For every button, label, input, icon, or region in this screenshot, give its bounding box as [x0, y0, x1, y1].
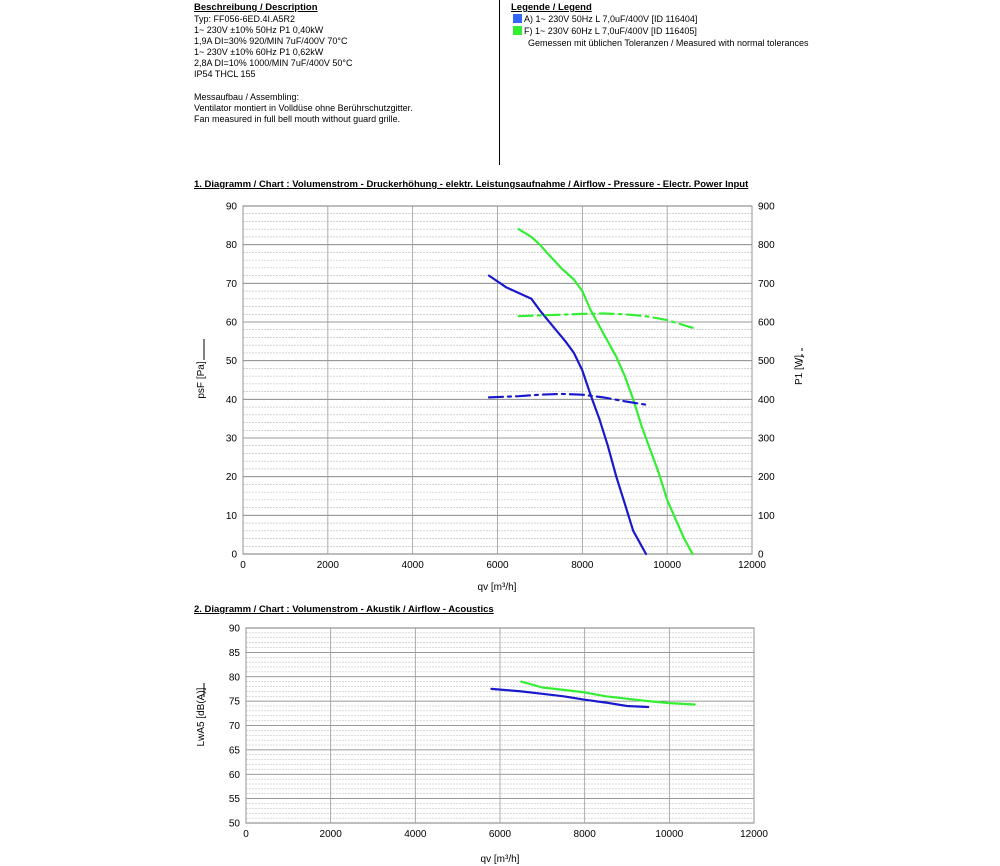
description-line: 1~ 230V ±10% 60Hz P1 0,62kW — [194, 47, 324, 57]
series-line-A-power — [487, 392, 648, 406]
y-tick-label: 60 — [229, 770, 241, 781]
assembly-line: Fan measured in full bell mouth without … — [194, 114, 401, 124]
x-tick-label: 10000 — [653, 560, 681, 571]
description-line: 1~ 230V ±10% 50Hz P1 0,40kW — [194, 25, 324, 35]
chart1-x-axis-label: qv [m³/h] — [478, 582, 517, 593]
y2-tick-label: 300 — [758, 434, 775, 445]
x-tick-label: 12000 — [738, 560, 766, 571]
chart2-grid — [245, 627, 755, 824]
legend-label-f: F) 1~ 230V 60Hz L 7,0uF/400V [ID 116405] — [524, 26, 697, 36]
x-tick-label: 8000 — [571, 560, 594, 571]
legend-swatch-a — [513, 14, 522, 23]
assembly-block: Ventilator montiert in Volldüse ohne Ber… — [194, 103, 413, 125]
description-line: IP54 THCL 155 — [194, 69, 256, 79]
chart1-ticks: 0 2000 4000 6000 8000 10000 120000102030405060… — [226, 202, 775, 572]
x-tick-label: 10000 — [655, 829, 683, 840]
y-tick-label: 50 — [226, 356, 238, 367]
description-line: 2,8A DI=10% 1000/MIN 7uF/400V 50°C — [194, 58, 353, 68]
chart1-y-axis-label: psF [Pa] — [196, 361, 207, 398]
x-tick-label: 4000 — [402, 560, 425, 571]
chart2-title: 2. Diagramm / Chart : Volumenstrom - Aku… — [194, 604, 494, 615]
y-tick-label: 70 — [229, 721, 241, 732]
y-tick-label: 80 — [229, 672, 241, 683]
y2-tick-label: 700 — [758, 279, 775, 290]
y2-tick-label: 600 — [758, 318, 775, 329]
header-divider — [499, 0, 500, 165]
x-tick-label: 12000 — [740, 829, 768, 840]
y-tick-label: 85 — [229, 648, 241, 659]
chart1-title: 1. Diagramm / Chart : Volumenstrom - Dru… — [194, 179, 749, 190]
y-tick-label: 60 — [226, 318, 238, 329]
y2-tick-label: 100 — [758, 511, 775, 522]
description-line: Typ: FF056-6ED.4I.A5R2 — [194, 14, 296, 24]
y2-tick-label: 400 — [758, 395, 775, 406]
legend-label-a: A) 1~ 230V 50Hz L 7,0uF/400V [ID 116404] — [524, 14, 698, 24]
y-tick-label: 90 — [226, 202, 238, 213]
y-tick-label: 80 — [226, 240, 238, 251]
description-title: Beschreibung / Description — [194, 2, 318, 13]
x-tick-label: 0 — [240, 560, 246, 571]
chart1-y2-axis-label: P1 [W] — [794, 355, 805, 385]
chart2-ticks: 0 2000 4000 6000 8000 10000 12000 50 55 60 65 70 75 8… — [229, 624, 768, 841]
y-tick-label: 75 — [229, 697, 241, 708]
series-line-A-acoustic — [490, 687, 650, 709]
series-line-F-power — [517, 312, 694, 329]
x-tick-label: 2000 — [317, 560, 340, 571]
y-tick-label: 0 — [231, 550, 237, 561]
chart2-y-axis-label: LwA5 [dB(A)] — [196, 687, 207, 746]
y-tick-label: 10 — [226, 511, 238, 522]
legend-item-a: A) 1~ 230V 50Hz L 7,0uF/400V [ID 116404] — [513, 14, 697, 25]
y-tick-label: 20 — [226, 472, 238, 483]
chart1-grid — [242, 205, 753, 555]
series-line-F-pressure — [517, 228, 694, 556]
description-line: 1,9A DI=30% 920/MIN 7uF/400V 70°C — [194, 36, 348, 46]
assembly-title: Messaufbau / Assembling: — [194, 92, 300, 102]
y-tick-label: 50 — [229, 819, 241, 830]
y-tick-label: 70 — [226, 279, 238, 290]
legend-title: Legende / Legend — [511, 2, 592, 13]
description-block: Typ: FF056-6ED.4I.A5R2 1~ 230V ±10% 50Hz… — [194, 14, 352, 80]
legend-note: Gemessen mit üblichen Toleranzen / Measu… — [528, 38, 809, 48]
series-line-F-acoustic — [520, 680, 696, 706]
y2-tick-label: 200 — [758, 472, 775, 483]
x-tick-label: 2000 — [320, 829, 343, 840]
y-tick-label: 30 — [226, 434, 238, 445]
x-tick-label: 0 — [243, 829, 249, 840]
y2-tick-label: 0 — [758, 550, 764, 561]
y2-tick-label: 900 — [758, 202, 775, 213]
chart1-series — [487, 228, 694, 556]
legend-item-f: F) 1~ 230V 60Hz L 7,0uF/400V [ID 116405] — [513, 26, 697, 37]
y-tick-label: 40 — [226, 395, 238, 406]
y-tick-label: 90 — [229, 624, 241, 635]
x-tick-label: 6000 — [486, 560, 509, 571]
y-tick-label: 55 — [229, 794, 241, 805]
y-tick-label: 65 — [229, 745, 241, 756]
x-tick-label: 4000 — [404, 829, 427, 840]
series-line-A-pressure — [487, 274, 648, 556]
chart2-series — [490, 680, 696, 709]
x-tick-label: 8000 — [574, 829, 597, 840]
x-tick-label: 6000 — [489, 829, 512, 840]
assembly-line: Ventilator montiert in Volldüse ohne Ber… — [194, 103, 413, 113]
y2-tick-label: 500 — [758, 356, 775, 367]
legend-swatch-f — [513, 26, 522, 35]
y2-tick-label: 800 — [758, 240, 775, 251]
chart2-x-axis-label: qv [m³/h] — [481, 854, 520, 865]
